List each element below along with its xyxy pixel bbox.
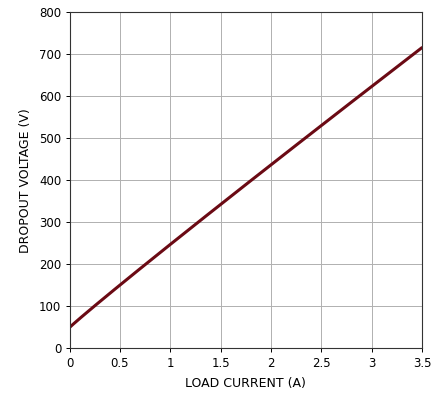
X-axis label: LOAD CURRENT (A): LOAD CURRENT (A) <box>185 377 306 390</box>
Y-axis label: DROPOUT VOLTAGE (V): DROPOUT VOLTAGE (V) <box>19 108 32 253</box>
